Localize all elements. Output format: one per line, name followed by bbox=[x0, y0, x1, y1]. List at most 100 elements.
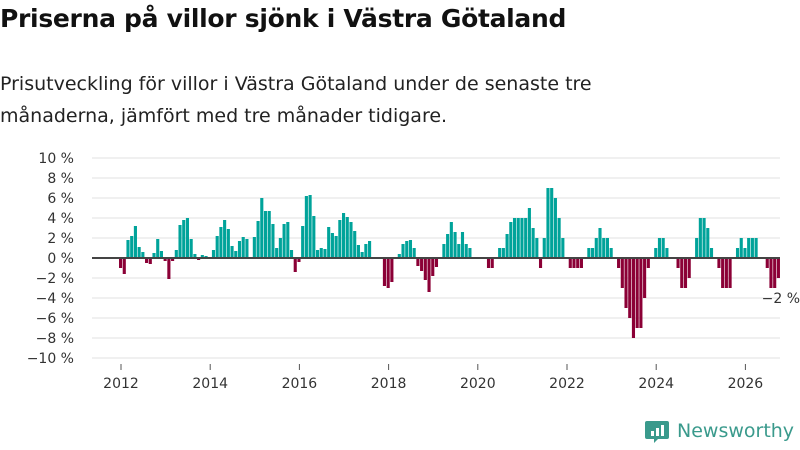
bar bbox=[735, 248, 740, 258]
x-tick-label: 2016 bbox=[282, 376, 318, 392]
bar bbox=[334, 236, 338, 258]
x-tick-label: 2012 bbox=[103, 376, 139, 392]
bar bbox=[542, 238, 546, 258]
bar bbox=[167, 258, 171, 279]
bar bbox=[631, 258, 636, 338]
bar bbox=[773, 258, 777, 288]
bar bbox=[145, 258, 149, 263]
bar bbox=[159, 251, 163, 258]
y-tick-label: −10 % bbox=[27, 351, 74, 367]
bar bbox=[587, 248, 591, 258]
bar bbox=[776, 258, 780, 278]
bar bbox=[152, 253, 156, 258]
bar bbox=[193, 254, 197, 258]
bar bbox=[353, 231, 357, 258]
bar bbox=[390, 258, 394, 282]
bar bbox=[171, 258, 175, 261]
brand-logo: Newsworthy bbox=[644, 418, 794, 444]
bar bbox=[579, 258, 583, 268]
bar bbox=[550, 188, 554, 258]
chart-title: Priserna på villor sjönk i Västra Götala… bbox=[0, 4, 567, 33]
bar bbox=[271, 224, 275, 258]
bar bbox=[617, 258, 621, 268]
bar bbox=[702, 218, 706, 258]
bar bbox=[628, 258, 632, 318]
bar bbox=[342, 213, 346, 258]
bar bbox=[405, 241, 409, 258]
bar bbox=[182, 220, 186, 258]
bar bbox=[327, 227, 331, 258]
bar bbox=[557, 218, 561, 258]
gridlines bbox=[92, 157, 780, 359]
bar bbox=[698, 218, 702, 258]
bar bbox=[657, 238, 662, 258]
bar bbox=[301, 226, 305, 258]
bar bbox=[252, 237, 256, 258]
bar bbox=[312, 216, 316, 258]
bar bbox=[446, 234, 450, 258]
bar bbox=[721, 258, 725, 288]
bar bbox=[598, 228, 602, 258]
y-tick-label: −6 % bbox=[36, 311, 74, 327]
bar bbox=[215, 236, 219, 258]
bars bbox=[119, 188, 780, 338]
bar bbox=[460, 232, 465, 258]
bar bbox=[282, 224, 286, 258]
y-tick-label: −8 % bbox=[36, 331, 74, 347]
bar bbox=[178, 225, 182, 258]
bar bbox=[728, 258, 732, 288]
bar bbox=[289, 250, 294, 258]
bar bbox=[323, 249, 327, 258]
bar bbox=[408, 240, 413, 258]
bar bbox=[512, 218, 517, 258]
bar bbox=[520, 218, 524, 258]
bar bbox=[509, 222, 513, 258]
bar-chart-speech-bubble-icon bbox=[645, 421, 669, 443]
bar bbox=[498, 248, 502, 258]
bar bbox=[234, 251, 238, 258]
bar bbox=[591, 248, 595, 258]
bar bbox=[535, 238, 539, 258]
bar bbox=[245, 239, 249, 258]
bar bbox=[260, 198, 264, 258]
bar bbox=[431, 258, 435, 276]
bar bbox=[304, 196, 308, 258]
bar bbox=[356, 245, 360, 258]
bar bbox=[609, 248, 613, 258]
bar bbox=[546, 188, 550, 258]
bar bbox=[709, 248, 714, 258]
bar bbox=[468, 248, 472, 258]
bar bbox=[293, 258, 297, 272]
bar bbox=[174, 250, 178, 258]
x-tick-label: 2024 bbox=[638, 376, 674, 392]
bar bbox=[185, 218, 190, 258]
x-tick-label: 2026 bbox=[728, 376, 764, 392]
bar bbox=[122, 258, 126, 274]
last-value-annotation: −2 % bbox=[762, 291, 800, 307]
y-tick-label: 4 % bbox=[47, 211, 74, 227]
bar bbox=[263, 211, 268, 258]
bar bbox=[501, 248, 505, 258]
bar bbox=[330, 233, 334, 258]
bar bbox=[401, 244, 405, 258]
x-tick-label: 2022 bbox=[549, 376, 585, 392]
bar bbox=[538, 258, 543, 268]
bar bbox=[594, 238, 598, 258]
bar bbox=[750, 238, 754, 258]
bar bbox=[442, 244, 446, 258]
x-tick-label: 2014 bbox=[192, 376, 228, 392]
bar bbox=[553, 198, 557, 258]
bar bbox=[572, 258, 576, 268]
bar bbox=[163, 258, 167, 261]
bar bbox=[386, 258, 390, 288]
bar bbox=[605, 238, 609, 258]
bar bbox=[505, 234, 509, 258]
bar bbox=[275, 248, 279, 258]
bar bbox=[226, 229, 230, 258]
bar bbox=[754, 238, 758, 258]
bar bbox=[531, 228, 535, 258]
bar bbox=[368, 241, 372, 258]
bar bbox=[643, 258, 647, 298]
bar bbox=[137, 247, 141, 258]
bar bbox=[420, 258, 424, 271]
